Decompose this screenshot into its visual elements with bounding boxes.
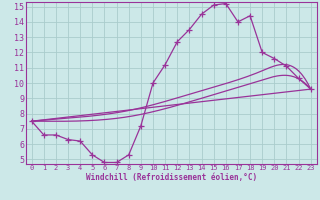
X-axis label: Windchill (Refroidissement éolien,°C): Windchill (Refroidissement éolien,°C) xyxy=(86,173,257,182)
